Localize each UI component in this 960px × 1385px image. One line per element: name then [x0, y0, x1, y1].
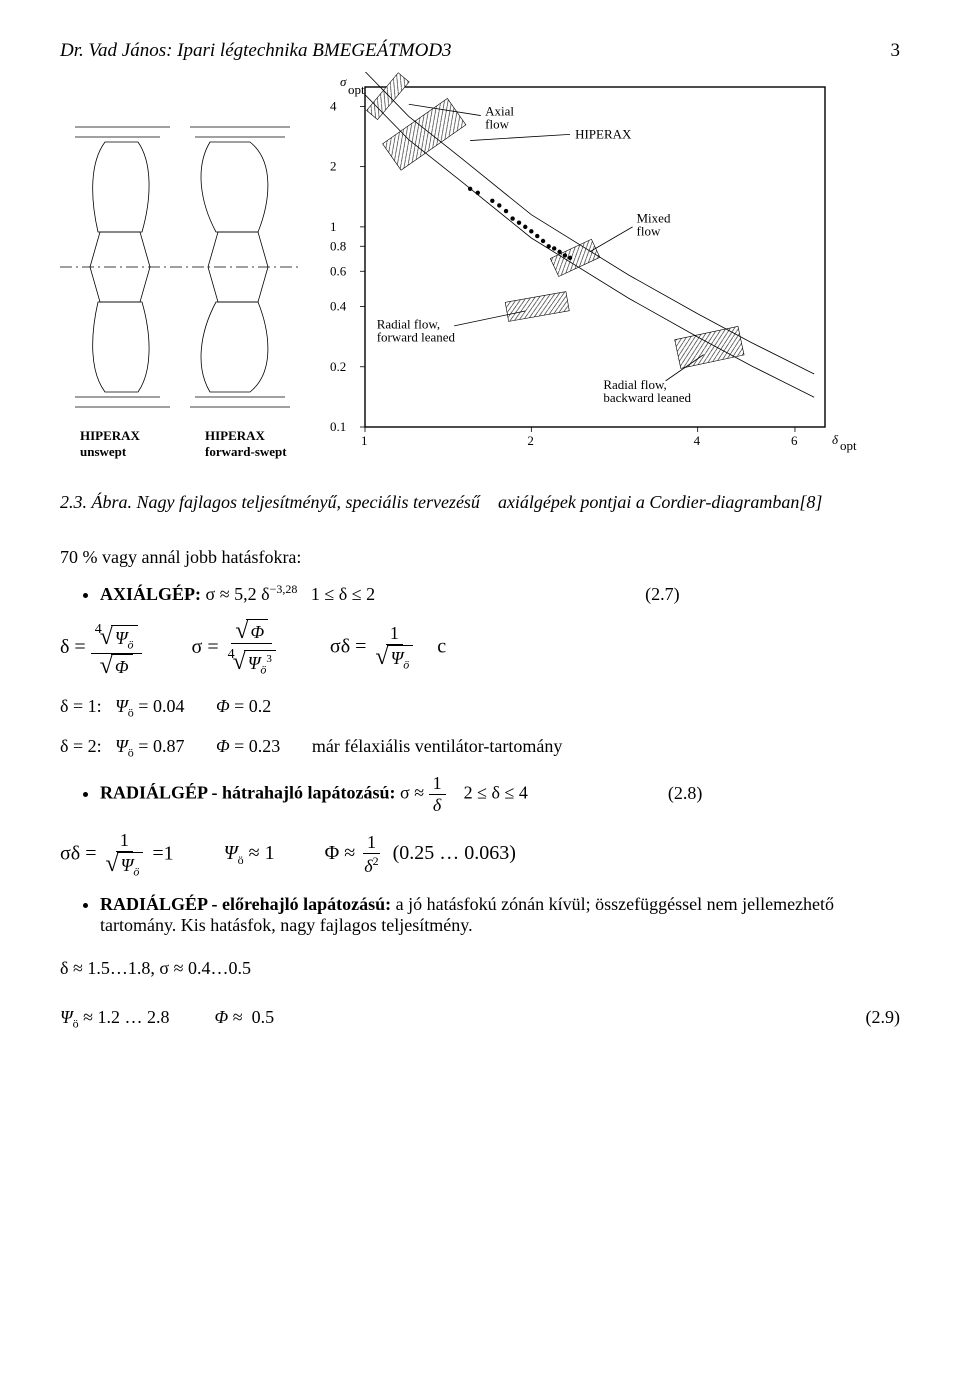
axial-range: 1 ≤ δ ≤ 2 [311, 584, 375, 604]
svg-text:HIPERAX: HIPERAX [80, 428, 141, 443]
radial-back-values: σδ = 1 √Ψö =1 Ψö ≈ 1 Φ ≈ 1δ2 (0.25 … 0.0… [60, 830, 900, 880]
rb-phi-vals: (0.25 … 0.063) [393, 843, 516, 865]
range-line-2: Ψö ≈ 1.2 … 2.8 Φ ≈ 0.5 (2.9) [60, 1003, 900, 1034]
header: Dr. Vad János: Ipari légtechnika BMEGEÁT… [60, 40, 900, 62]
delta-lhs: δ = [60, 636, 86, 658]
svg-text:0.2: 0.2 [330, 359, 346, 374]
axial-exp: −3,28 [270, 582, 298, 596]
range-line-1: δ ≈ 1.5…1.8, σ ≈ 0.4…0.5 [60, 954, 900, 983]
radial-back-formula: σ ≈ [400, 783, 424, 803]
rb-sigdelta-eq1: =1 [152, 843, 173, 865]
sigdelta-lhs: σδ = [330, 636, 366, 658]
eqnum-27: (2.7) [630, 584, 680, 605]
svg-text:σ: σ [340, 74, 347, 89]
svg-text:2: 2 [527, 433, 534, 448]
sigma-def: σ = √Φ 4√Ψö3 [192, 619, 280, 678]
svg-text:0.8: 0.8 [330, 238, 346, 253]
rb-phi: Φ ≈ 1δ2 (0.25 … 0.063) [325, 832, 516, 877]
rb-sigdelta-lhs: σδ = [60, 843, 96, 865]
svg-text:1: 1 [361, 433, 368, 448]
svg-text:opt: opt [348, 82, 365, 97]
caption-text-b: axiálgépek pontjai a Cordier-diagramban[… [498, 492, 822, 512]
delta-2-line: δ = 2: Ψö = 0.87 Φ = 0.23 már félaxiális… [60, 732, 900, 763]
sigma-lhs: σ = [192, 636, 219, 658]
d2-label: δ = 2: [60, 736, 102, 756]
page-number: 3 [891, 40, 901, 62]
rb-psi: Ψö ≈ 1 [224, 842, 275, 868]
radial-back-head: RADIÁLGÉP - hátrahajló lapátozású: [100, 783, 396, 803]
axial-heading: AXIÁLGÉP: [100, 584, 201, 604]
rb-sigdelta: σδ = 1 √Ψö =1 [60, 830, 174, 880]
svg-text:δ: δ [832, 432, 839, 447]
d1-label: δ = 1: [60, 696, 102, 716]
cordier-chart: 12460.10.20.40.60.8124 AxialflowHIPERAXM… [310, 72, 870, 472]
caption-number: 2.3. Ábra. [60, 492, 132, 512]
figure-caption: 2.3. Ábra. Nagy fajlagos teljesítményű, … [60, 490, 900, 515]
svg-text:0.4: 0.4 [330, 299, 347, 314]
svg-text:flow: flow [485, 117, 509, 132]
svg-text:HIPERAX: HIPERAX [205, 428, 266, 443]
blade-sketch: HIPERAX unswept HIPERAX forward-swept [60, 72, 300, 472]
intro-line: 70 % vagy annál jobb hatásfokra: [60, 543, 900, 572]
svg-text:flow: flow [637, 224, 661, 239]
delta-1-line: δ = 1: Ψö = 0.04 Φ = 0.2 [60, 692, 900, 723]
sigdelta-tail: c [437, 636, 446, 658]
svg-text:0.1: 0.1 [330, 419, 346, 434]
eqnum-29: (2.9) [850, 1003, 900, 1032]
eqnum-28: (2.8) [652, 783, 702, 804]
rb-phi-lhs: Φ ≈ [325, 843, 356, 865]
radial-fwd-bullet: RADIÁLGÉP - előrehajló lapátozású: a jó … [100, 894, 900, 936]
svg-text:backward leaned: backward leaned [603, 390, 691, 405]
svg-text:1: 1 [330, 219, 337, 234]
delta-def: δ = 4√Ψö √Φ [60, 619, 142, 678]
radial-fwd-head: RADIÁLGÉP - előrehajló lapátozású: [100, 894, 391, 914]
svg-text:4: 4 [694, 433, 701, 448]
svg-text:forward leaned: forward leaned [377, 330, 456, 345]
radial-back-range: 2 ≤ δ ≤ 4 [464, 783, 528, 803]
svg-text:4: 4 [330, 98, 337, 113]
svg-text:opt: opt [840, 438, 857, 453]
caption-text-a: Nagy fajlagos teljesítményű, speciális t… [137, 492, 480, 512]
axial-bullet: AXIÁLGÉP: σ ≈ 5,2 δ−3,28 1 ≤ δ ≤ 2 (2.7) [100, 582, 900, 605]
figure-row: HIPERAX unswept HIPERAX forward-swept 1 2… [60, 72, 900, 472]
radial-back-bullet: RADIÁLGÉP - hátrahajló lapátozású: σ ≈ 1… [100, 773, 900, 816]
svg-text:2: 2 [330, 159, 337, 174]
svg-text:0.6: 0.6 [330, 263, 347, 278]
svg-text:HIPERAX: HIPERAX [575, 126, 632, 141]
sigdelta-def: σδ = 1 √Ψö c [330, 623, 446, 673]
svg-text:forward-swept: forward-swept [205, 444, 287, 459]
axial-formula: σ ≈ 5,2 δ [206, 584, 270, 604]
svg-text:unswept: unswept [80, 444, 127, 459]
header-title: Dr. Vad János: Ipari légtechnika BMEGEÁT… [60, 40, 452, 61]
d2-note: már félaxiális ventilátor-tartomány [312, 736, 563, 756]
svg-text:6: 6 [791, 433, 798, 448]
definitions-row: δ = 4√Ψö √Φ σ = √Φ 4√Ψö3 σδ = 1 √Ψö c [60, 619, 900, 678]
